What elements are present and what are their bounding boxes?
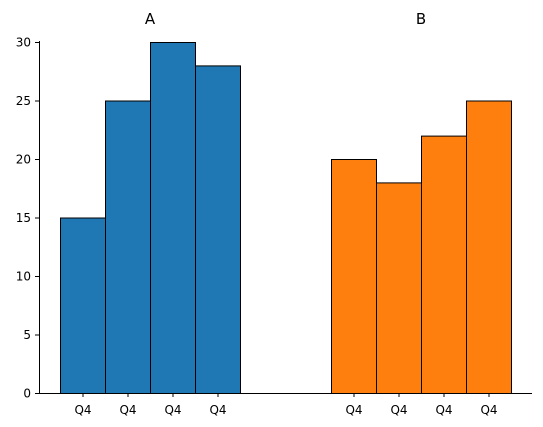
group-title-a: A — [145, 10, 156, 28]
bar-a-2 — [105, 100, 151, 394]
bar-b-2 — [376, 182, 422, 394]
y-tick-label: 25 — [16, 94, 31, 108]
x-tick-label: Q4 — [74, 403, 91, 417]
y-tick-label: 20 — [16, 153, 31, 167]
x-tick-label: Q4 — [435, 403, 452, 417]
x-tick-label: Q4 — [345, 403, 362, 417]
bar-b-4 — [466, 100, 512, 394]
group-title-b: B — [416, 10, 426, 28]
y-tick-label: 5 — [23, 328, 31, 342]
bar-b-3 — [421, 135, 467, 394]
x-tick-label: Q4 — [209, 403, 226, 417]
x-tick-label: Q4 — [390, 403, 407, 417]
x-tick-label: Q4 — [119, 403, 136, 417]
bar-b-1 — [331, 159, 377, 394]
y-tick-label: 10 — [16, 270, 31, 284]
x-tick-label: Q4 — [164, 403, 181, 417]
bar-a-1 — [60, 217, 106, 394]
bar-a-4 — [195, 65, 241, 395]
bar-a-3 — [150, 42, 196, 394]
y-tick-label: 0 — [23, 387, 31, 401]
y-tick-label: 15 — [16, 211, 31, 225]
y-tick-label: 30 — [16, 36, 31, 50]
plot-area: 0 5 10 15 20 25 30 Q4 Q4 Q4 Q4 A Q4 Q4 Q4 Q4 B — [16, 10, 532, 417]
x-tick-label: Q4 — [480, 403, 497, 417]
